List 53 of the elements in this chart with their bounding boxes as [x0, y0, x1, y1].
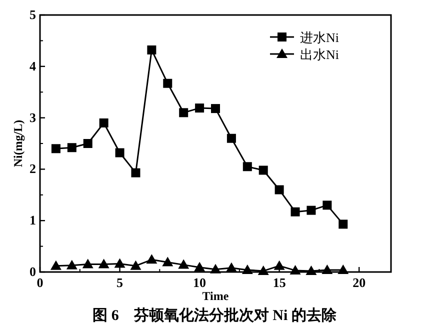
y-tick-label: 3	[30, 110, 36, 125]
point	[83, 139, 92, 148]
point	[274, 185, 284, 194]
x-tick-label: 10	[193, 275, 206, 290]
point	[211, 104, 220, 114]
point	[242, 264, 253, 274]
point	[306, 206, 316, 215]
point	[179, 108, 188, 118]
point	[51, 144, 60, 154]
point	[338, 220, 348, 229]
text: 图 6 芬顿氧化法分批次对 Ni 的去除	[92, 307, 338, 324]
point	[258, 265, 269, 275]
x-tick-label: 15	[272, 275, 286, 290]
y-axis-title: Ni(mg/L)	[11, 120, 25, 168]
point	[115, 148, 124, 158]
point	[290, 264, 301, 274]
point	[163, 78, 172, 88]
point	[194, 262, 206, 272]
point	[195, 104, 204, 113]
point	[162, 256, 174, 266]
y-tick-label: 0	[30, 264, 36, 279]
legend-label: 进水Ni	[300, 30, 340, 45]
x-tick-label: 5	[116, 275, 124, 290]
point	[178, 259, 190, 269]
point	[322, 264, 333, 274]
point	[67, 143, 76, 152]
point	[130, 260, 142, 270]
point	[210, 264, 221, 274]
point	[146, 254, 158, 264]
point	[338, 264, 349, 274]
point	[306, 265, 317, 275]
legend-label: 出水Ni	[300, 47, 340, 62]
point	[98, 258, 110, 268]
x-axis-title: Time	[202, 289, 230, 303]
point	[66, 260, 78, 270]
point	[242, 162, 252, 172]
point	[322, 200, 332, 210]
y-tick-label: 1	[30, 212, 36, 228]
point	[226, 134, 236, 143]
point	[50, 260, 62, 270]
point	[147, 45, 156, 54]
y-tick-label: 5	[30, 7, 36, 22]
point	[82, 258, 94, 268]
point	[290, 207, 300, 216]
point	[274, 260, 285, 270]
point	[131, 168, 140, 178]
point	[99, 118, 108, 128]
y-tick-label: 2	[30, 161, 36, 176]
y-tick-label: 4	[30, 58, 36, 74]
point	[258, 166, 268, 175]
point	[114, 258, 126, 268]
point	[226, 262, 237, 272]
x-tick-label: 20	[352, 275, 366, 290]
